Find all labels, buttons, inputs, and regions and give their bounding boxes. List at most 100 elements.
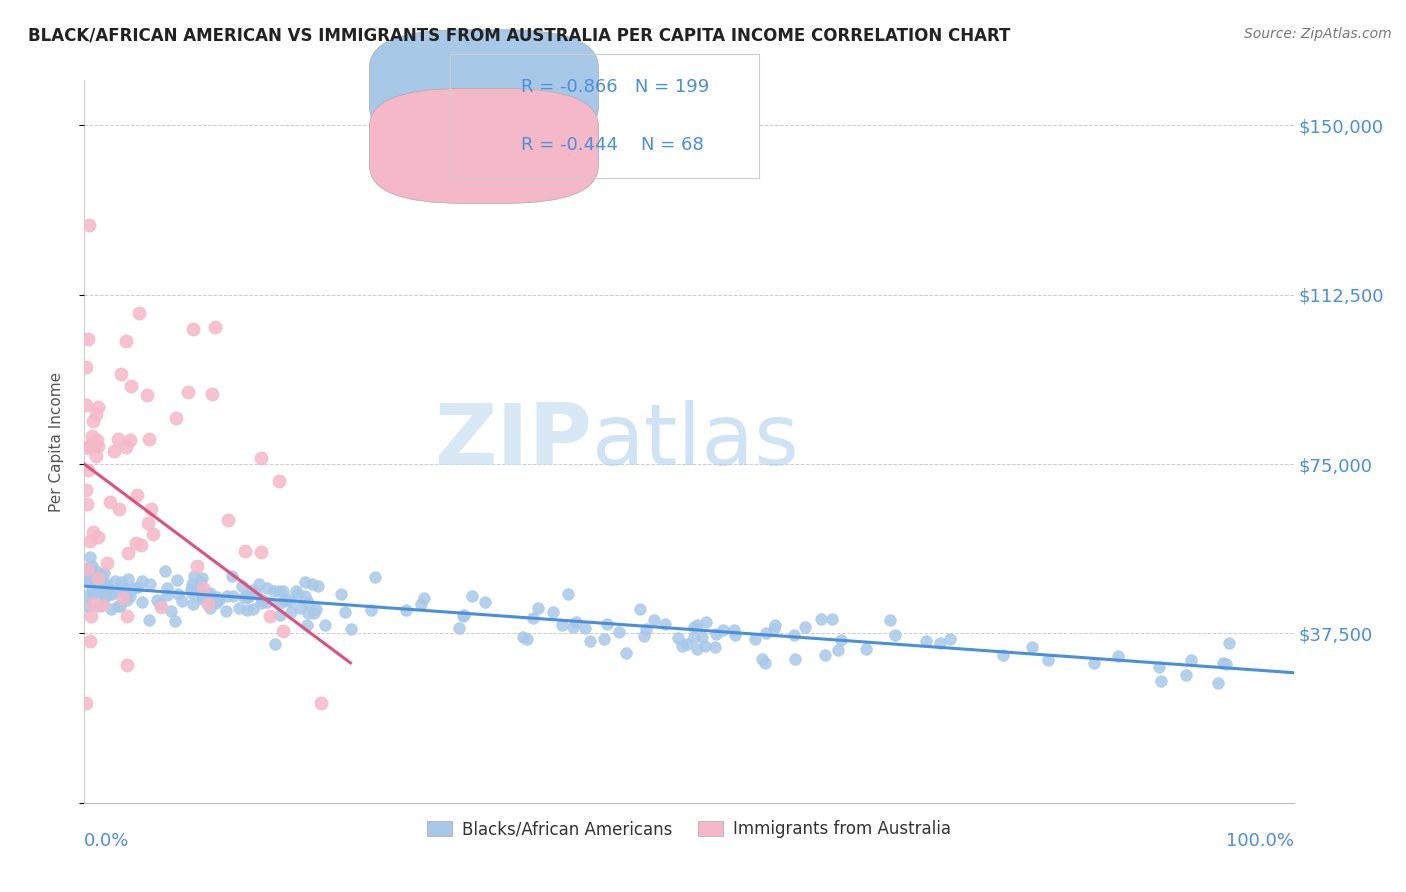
Point	[120, 379, 142, 393]
Point	[165, 615, 187, 629]
Point	[149, 597, 172, 611]
Point	[762, 622, 785, 636]
Point	[115, 609, 138, 624]
Point	[557, 587, 579, 601]
Point	[197, 588, 219, 602]
Point	[541, 605, 564, 619]
Point	[221, 568, 243, 582]
Point	[156, 588, 179, 602]
Point	[180, 582, 202, 596]
Point	[77, 332, 100, 346]
Point	[287, 587, 309, 601]
Point	[412, 591, 434, 606]
Point	[855, 642, 877, 657]
Point	[117, 584, 139, 599]
Text: ZIP: ZIP	[434, 400, 592, 483]
Point	[991, 648, 1014, 662]
Point	[183, 597, 205, 611]
Point	[643, 614, 665, 628]
Point	[76, 599, 98, 614]
Point	[754, 657, 776, 671]
Point	[128, 306, 150, 320]
Point	[87, 400, 110, 414]
Point	[1021, 640, 1043, 654]
Point	[250, 450, 273, 465]
Point	[259, 608, 281, 623]
Point	[82, 587, 104, 601]
Point	[1147, 660, 1170, 674]
FancyBboxPatch shape	[370, 29, 599, 145]
Point	[181, 322, 204, 336]
Point	[139, 576, 162, 591]
Point	[100, 602, 122, 616]
Point	[607, 624, 630, 639]
Point	[240, 582, 263, 597]
Point	[711, 624, 734, 638]
Point	[250, 545, 273, 559]
Point	[280, 605, 302, 619]
Point	[1149, 673, 1171, 688]
Point	[125, 535, 148, 549]
Point	[1107, 649, 1129, 664]
Point	[101, 587, 124, 601]
Point	[783, 628, 806, 642]
Point	[263, 584, 285, 599]
Point	[250, 596, 273, 610]
Point	[112, 591, 135, 605]
Point	[191, 592, 214, 607]
Point	[118, 433, 141, 447]
Point	[264, 637, 287, 651]
Point	[84, 407, 107, 421]
Point	[245, 586, 267, 600]
Point	[671, 639, 693, 653]
Point	[302, 606, 325, 620]
Point	[695, 615, 717, 629]
Point	[1215, 657, 1237, 671]
Point	[294, 574, 316, 589]
Point	[516, 632, 538, 646]
Point	[763, 618, 786, 632]
Point	[90, 577, 112, 591]
Point	[276, 591, 298, 606]
Point	[686, 618, 709, 632]
Point	[628, 602, 651, 616]
Point	[79, 633, 101, 648]
Text: 100.0%: 100.0%	[1226, 831, 1294, 850]
Point	[1175, 668, 1198, 682]
Point	[82, 524, 104, 539]
Point	[98, 495, 121, 509]
Point	[592, 632, 614, 646]
Point	[170, 594, 193, 608]
Point	[1212, 656, 1234, 670]
Point	[814, 648, 837, 662]
Point	[284, 584, 307, 599]
Point	[394, 602, 416, 616]
Point	[522, 611, 544, 625]
Point	[250, 592, 273, 607]
Point	[135, 388, 157, 402]
Point	[191, 572, 214, 586]
Point	[166, 587, 188, 601]
Point	[84, 571, 107, 585]
Point	[115, 657, 138, 672]
Point	[794, 619, 817, 633]
Point	[84, 568, 107, 582]
Y-axis label: Per Capita Income: Per Capita Income	[49, 371, 63, 512]
Point	[574, 621, 596, 635]
Point	[84, 437, 107, 451]
Point	[830, 633, 852, 648]
Point	[75, 483, 97, 497]
Point	[704, 627, 727, 641]
Legend: Blacks/African Americans, Immigrants from Australia: Blacks/African Americans, Immigrants fro…	[420, 814, 957, 845]
Point	[79, 533, 101, 548]
Point	[666, 632, 689, 646]
Point	[269, 597, 291, 611]
Point	[1218, 636, 1240, 650]
Point	[256, 594, 278, 608]
Point	[273, 624, 295, 639]
Point	[89, 586, 111, 600]
Point	[340, 622, 363, 636]
Point	[474, 595, 496, 609]
Point	[138, 432, 160, 446]
Point	[301, 576, 323, 591]
